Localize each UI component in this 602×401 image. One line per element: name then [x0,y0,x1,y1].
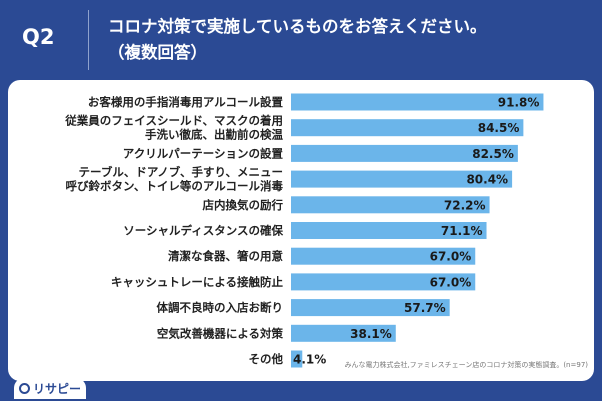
question-title: コロナ対策で実施しているものをお答えください。 （複数回答） [108,14,487,66]
category-label: その他 [249,352,284,366]
category-label: 清潔な食器、箸の用意 [168,249,283,263]
bar [291,222,487,239]
value-label: 67.0% [430,250,472,264]
question-header: Q2 コロナ対策で実施しているものをお答えください。 （複数回答） [0,0,602,80]
bar [291,324,396,342]
category-label: 従業員のフェイスシールド、マスクの着用 [64,114,283,128]
value-label: 72.2% [444,198,486,212]
risapy-logo: リサピー [14,378,86,399]
value-label: 38.1% [350,327,392,341]
bar [291,350,303,368]
category-label: 空気改善機器による対策 [157,326,284,340]
question-title-line-2: （複数回答） [108,43,207,62]
chart-panel: お客様用の手指消毒用アルコール設置 91.8% 従業員のフェイスシールド、マスクの着… [8,80,594,381]
category-label: 呼び鈴ボタン、トイレ等のアルコール消毒 [66,179,284,193]
bar [291,247,476,265]
category-label: ソーシャルディスタンスの確保 [123,224,283,238]
bar [291,119,524,137]
bar [291,299,450,317]
category-label: 手洗い徹底、出勤前の検温 [145,128,283,142]
category-label: 体調不良時の入店お断り [157,301,284,315]
logo-mark-icon [18,383,30,394]
value-label: 82.5% [472,147,514,161]
value-label: 91.8% [498,96,540,110]
logo-text: リサピー [32,382,81,396]
category-label: 店内換気の励行 [203,198,284,212]
value-label: 57.7% [404,301,446,315]
value-label: 4.1% [293,353,326,367]
bar [291,144,518,162]
header-divider [88,10,89,70]
question-title-line-1: コロナ対策で実施しているものをお答えください。 [108,17,487,36]
bar [291,273,476,291]
value-label: 84.5% [478,121,520,135]
value-label: 80.4% [466,173,508,187]
category-label: テーブル、ドアノブ、手すり、メニュー [79,165,283,179]
bar [291,93,544,111]
category-label: キャッシュトレーによる接触防止 [111,275,284,289]
bar-chart: お客様用の手指消毒用アルコール設置 91.8% 従業員のフェイスシールド、マスクの着… [64,93,544,368]
value-label: 71.1% [441,224,483,238]
question-number: Q2 [22,25,55,49]
category-label: アクリルパーテーションの設置 [123,146,284,160]
bar [291,170,513,188]
value-label: 67.0% [430,275,472,289]
category-label: お客様用の手指消毒用アルコール設置 [88,95,284,109]
bar [291,196,490,214]
source-note: みんな電力株式会社,ファミレスチェーン店のコロナ対策の実態調査。(n=97) [344,361,588,369]
